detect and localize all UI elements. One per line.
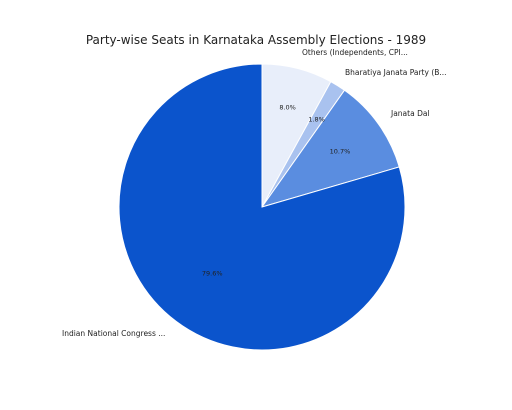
pie-slice-2	[260, 89, 400, 208]
slice-category-label-1: Bharatiya Janata Party (B...	[345, 68, 447, 77]
slice-value-label-1: 1.8%	[308, 116, 325, 124]
slice-value-label-3: 79.6%	[202, 269, 223, 277]
pie-slice-3	[118, 63, 406, 351]
slice-category-label-0: Others (Independents, CPI...	[302, 48, 408, 57]
chart-title: Party-wise Seats in Karnataka Assembly E…	[85, 33, 427, 47]
slice-value-label-0: 8.0%	[279, 103, 296, 111]
slice-category-label-2: Janata Dal	[390, 109, 430, 118]
slice-value-label-2: 10.7%	[330, 147, 351, 155]
slice-category-label-3: Indian National Congress ...	[62, 329, 165, 338]
